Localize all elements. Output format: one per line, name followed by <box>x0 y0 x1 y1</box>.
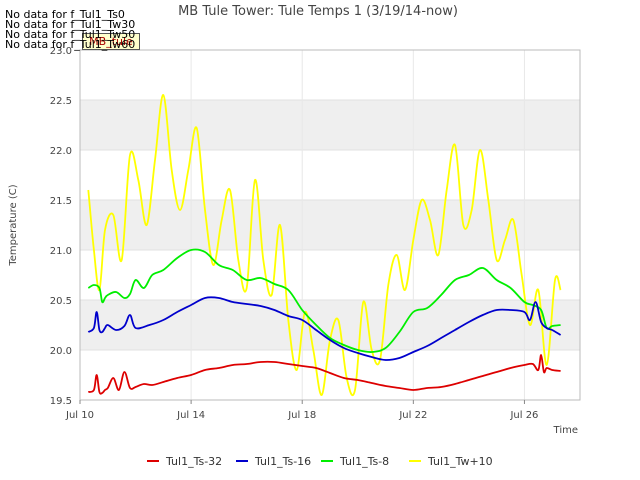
legend-label: Tul1_Ts-16 <box>254 455 311 468</box>
x-tick-label: Jul 18 <box>287 410 316 421</box>
y-tick-label: 22.0 <box>50 146 72 157</box>
y-tick-label: 21.5 <box>50 196 72 207</box>
x-tick-label: Jul 22 <box>398 410 427 421</box>
x-axis-label: Time <box>553 425 578 436</box>
plot-band <box>80 200 580 250</box>
y-tick-label: 23.0 <box>50 46 72 57</box>
legend-label: Tul1_Ts-8 <box>339 455 389 468</box>
y-axis: 19.5 20.0 20.5 21.0 21.5 22.0 22.5 23.0 <box>50 46 72 407</box>
series-line-tul1-tw-10 <box>87 94 562 397</box>
legend-label: Tul1_Ts-32 <box>165 455 222 468</box>
no-data-note: No data for f_Tul1_Ts0 <box>5 8 125 21</box>
x-axis: Jul 10 Jul 14 Jul 18 Jul 22 Jul 26 <box>65 400 538 421</box>
legend-label: Tul1_Tw+10 <box>427 455 493 468</box>
y-tick-label: 22.5 <box>50 96 72 107</box>
y-axis-label: Temperature (C) <box>8 184 19 266</box>
site-badge: MB_tule <box>82 33 140 50</box>
y-tick-label: 21.0 <box>50 246 72 257</box>
no-data-note: No data for f_Tul1_Tw60 <box>5 38 136 51</box>
y-tick-label: 20.5 <box>50 296 72 307</box>
x-tick-label: Jul 26 <box>509 410 538 421</box>
plot-band <box>80 100 580 150</box>
x-tick-label: Jul 14 <box>176 410 205 421</box>
plot-bands <box>80 100 580 350</box>
series-line-tul1-ts-8 <box>87 248 561 353</box>
x-tick-label: Jul 10 <box>65 410 94 421</box>
legend: Tul1_Ts-32 Tul1_Ts-16 Tul1_Ts-8 Tul1_Tw+10 <box>147 455 493 468</box>
series-line-tul1-ts-32 <box>88 354 561 395</box>
chart-title: MB Tule Tower: Tule Temps 1 (3/19/14-now… <box>178 4 458 19</box>
y-tick-label: 19.5 <box>50 396 72 407</box>
series-line-tul1-ts-16 <box>87 296 562 361</box>
no-data-note: No data for f_Tul1_Tw50 <box>5 28 136 41</box>
plot-frame <box>79 49 581 401</box>
no-data-note: No data for f_Tul1_Tw30 <box>5 18 136 31</box>
y-tick-label: 20.0 <box>50 346 72 357</box>
series-lines <box>87 94 562 397</box>
